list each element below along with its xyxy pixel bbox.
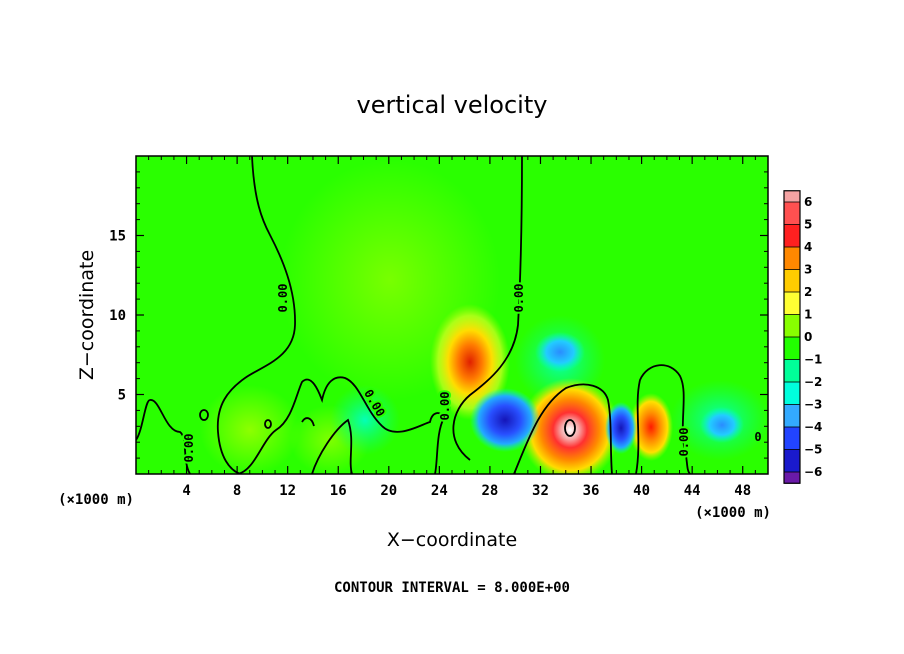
x-tick-label: 32: [532, 483, 549, 499]
x-tick-label: 16: [330, 483, 347, 499]
contour-label: 0.00: [677, 428, 691, 457]
x-axis: 4 8 12 16 20 24 28 32 36 40 44 48: [148, 156, 756, 499]
colorbar-label: 1: [804, 308, 812, 322]
colorbar-label: −6: [804, 465, 822, 479]
x-tick-label: 24: [431, 483, 448, 499]
colorbar-label: −3: [804, 398, 822, 412]
x-tick-label: 48: [734, 483, 751, 499]
colorbar-swatch: [784, 292, 800, 315]
colorbar-label: 2: [804, 285, 812, 299]
colorbar-label: 3: [804, 263, 812, 277]
colorbar-swatch: [784, 314, 800, 338]
colorbar-swatch: [784, 472, 800, 484]
contour-label: 0: [754, 430, 761, 444]
y-axis: 5 10 15: [109, 171, 768, 459]
colorbar-label: −5: [804, 443, 822, 457]
chart-title: vertical velocity: [357, 91, 548, 119]
x-tick-label: 8: [233, 483, 241, 499]
contour-label: 0.00: [512, 284, 526, 313]
contour-lines: [136, 156, 691, 474]
colorbar: 6 5 4 3 2 1 0 −1 −2 −3 −4 −5 −6: [783, 190, 822, 484]
x-tick-label: 36: [583, 483, 600, 499]
colorbar-swatch: [784, 202, 800, 225]
contour-label: 0.00: [182, 434, 196, 463]
x-tick-label: 28: [481, 483, 498, 499]
y-tick-label: 5: [118, 388, 126, 404]
colorbar-label: 4: [804, 240, 812, 254]
colorbar-label: −4: [804, 420, 822, 434]
colorbar-swatch: [784, 427, 800, 450]
colorbar-swatch: [784, 247, 800, 270]
colorbar-label: 5: [804, 218, 812, 232]
x-tick-label: 20: [380, 483, 397, 499]
colorbar-label: 6: [804, 195, 812, 209]
x-tick-label: 12: [279, 483, 296, 499]
colorbar-swatch: [784, 190, 800, 203]
colorbar-label: 0: [804, 330, 812, 344]
x-tick-label: 44: [684, 483, 701, 499]
colorbar-label: −1: [804, 353, 822, 367]
contour-label: 0.00: [276, 284, 290, 313]
colorbar-swatch: [784, 404, 800, 428]
contour-label: 0.00: [438, 392, 452, 421]
y-axis-label: Z−coordinate: [76, 250, 98, 380]
x-tick-label: 40: [633, 483, 650, 499]
x-tick-label: 4: [182, 483, 190, 499]
velocity-field: [136, 156, 768, 474]
contour-interval-note: CONTOUR INTERVAL = 8.000E+00: [334, 580, 570, 596]
colorbar-swatch: [784, 337, 800, 360]
colorbar-swatch: [784, 382, 800, 405]
colorbar-label: −2: [804, 375, 822, 389]
y-tick-label: 15: [109, 229, 126, 245]
colorbar-swatch: [784, 359, 800, 383]
x-unit-label-left: (×1000 m): [58, 492, 134, 508]
x-unit-label-right: (×1000 m): [695, 505, 771, 521]
x-axis-label: X−coordinate: [387, 529, 517, 551]
colorbar-swatch: [784, 449, 800, 473]
colorbar-swatch: [784, 224, 800, 248]
y-tick-label: 10: [109, 308, 126, 324]
colorbar-swatch: [784, 269, 800, 293]
